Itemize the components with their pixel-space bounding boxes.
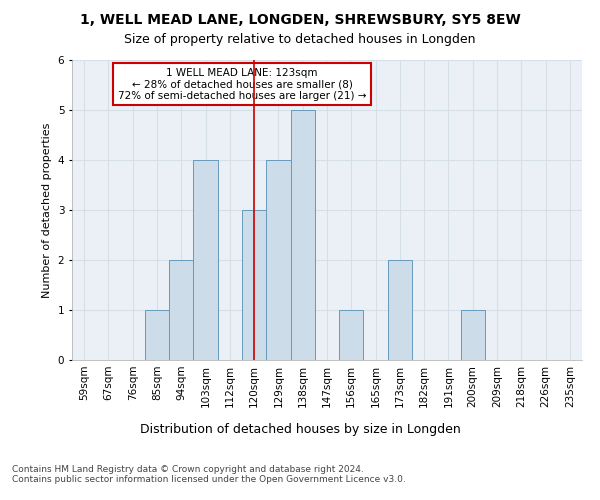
Bar (339, 310, 364, 360)
Text: 1 WELL MEAD LANE: 123sqm
← 28% of detached houses are smaller (8)
72% of semi-de: 1 WELL MEAD LANE: 123sqm ← 28% of detach… (118, 68, 366, 100)
Text: 1, WELL MEAD LANE, LONGDEN, SHREWSBURY, SY5 8EW: 1, WELL MEAD LANE, LONGDEN, SHREWSBURY, … (80, 12, 520, 26)
Y-axis label: Number of detached properties: Number of detached properties (42, 122, 52, 298)
Bar (169, 260, 193, 360)
Bar (290, 110, 315, 360)
Bar (266, 160, 290, 360)
Bar (388, 260, 412, 360)
Bar (145, 310, 169, 360)
Bar (461, 310, 485, 360)
Text: Size of property relative to detached houses in Longden: Size of property relative to detached ho… (124, 32, 476, 46)
Text: Contains HM Land Registry data © Crown copyright and database right 2024.
Contai: Contains HM Land Registry data © Crown c… (12, 465, 406, 484)
Text: Distribution of detached houses by size in Longden: Distribution of detached houses by size … (140, 422, 460, 436)
Bar (242, 210, 266, 360)
Bar (193, 160, 218, 360)
